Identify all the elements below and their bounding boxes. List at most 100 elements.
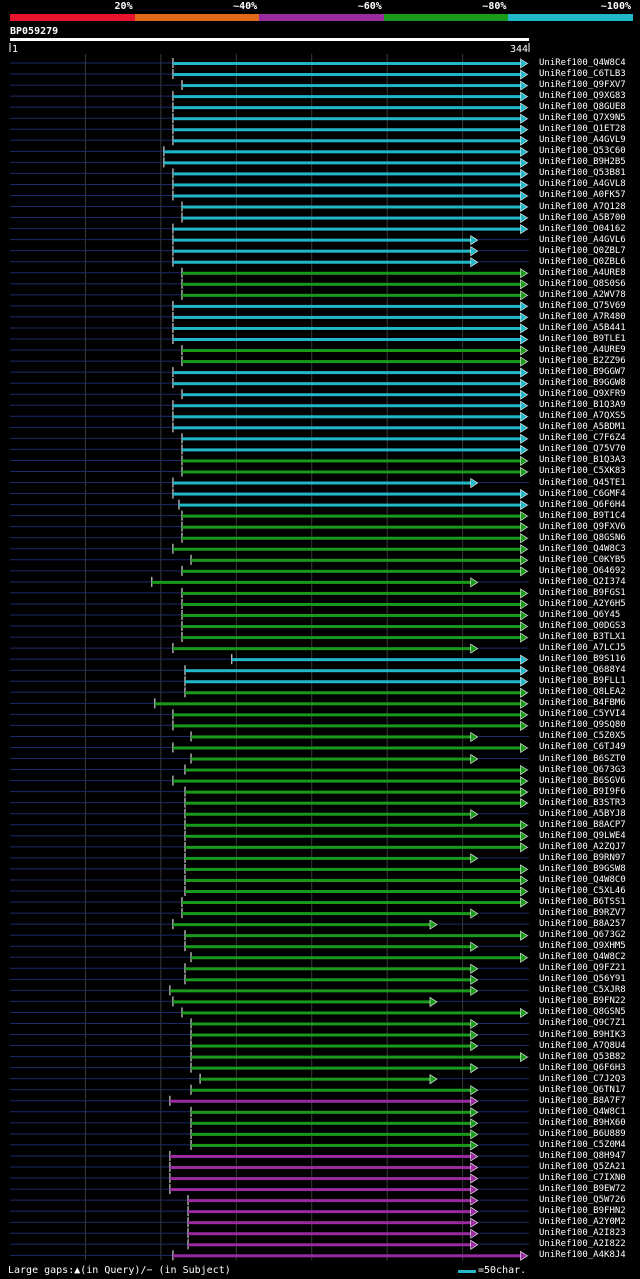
hit-label[interactable]: UniRef100_B9HX60 [539, 1117, 626, 1128]
hit-label[interactable]: UniRef100_B3STR3 [539, 797, 626, 808]
hit-label[interactable]: UniRef100_Q9SQ80 [539, 720, 626, 731]
hit-label[interactable]: UniRef100_C5XL46 [539, 886, 626, 896]
hit-label[interactable]: UniRef100_A5BYJ8 [539, 808, 626, 819]
hit-label[interactable]: UniRef100_B9GGW7 [539, 367, 626, 378]
hit-label[interactable]: UniRef100_B9RZV7 [539, 908, 626, 919]
hit-label[interactable]: UniRef100_C5YVI4 [539, 709, 626, 720]
hit-label[interactable]: UniRef100_B6TSS1 [539, 897, 626, 908]
hit-label[interactable]: UniRef100_A4URE9 [539, 345, 626, 356]
hit-label[interactable]: UniRef100_C0KYB5 [539, 554, 626, 565]
hit-label[interactable]: UniRef100_C5XK83 [539, 466, 626, 477]
hit-label[interactable]: UniRef100_B8ACP7 [539, 819, 626, 830]
hit-label[interactable]: UniRef100_C7J2Q3 [539, 1073, 626, 1084]
hit-label[interactable]: UniRef100_Q4W8C0 [539, 874, 626, 885]
hit-label[interactable]: UniRef100_B1Q3A9 [539, 400, 626, 411]
hit-label[interactable]: UniRef100_Q4W8C4 [539, 58, 626, 68]
hit-label[interactable]: UniRef100_A5BDM1 [539, 422, 626, 433]
hit-label[interactable]: UniRef100_Q673G3 [539, 764, 626, 775]
hit-label[interactable]: UniRef100_B2ZZ96 [539, 356, 626, 367]
hit-label[interactable]: UniRef100_A5B441 [539, 322, 626, 333]
hit-label[interactable]: UniRef100_A7R480 [539, 311, 626, 322]
hit-label[interactable]: UniRef100_A7LCJ5 [539, 643, 626, 654]
hit-label[interactable]: UniRef100_Q4W8C2 [539, 952, 626, 963]
hit-label[interactable]: UniRef100_Q9FXV7 [539, 80, 626, 91]
hit-label[interactable]: UniRef100_B9T1C4 [539, 510, 626, 521]
hit-label[interactable]: UniRef100_B8A7F7 [539, 1095, 626, 1106]
hit-label[interactable]: UniRef100_Q9XHM5 [539, 941, 626, 952]
hit-label[interactable]: UniRef100_B9TLE1 [539, 334, 626, 344]
hit-label[interactable]: UniRef100_B9EW72 [539, 1184, 626, 1195]
hit-label[interactable]: UniRef100_Q8GSN6 [539, 532, 626, 543]
hit-label[interactable]: UniRef100_Q75V69 [539, 300, 626, 311]
hit-label[interactable]: UniRef100_Q5ZA21 [539, 1162, 626, 1172]
hit-label[interactable]: UniRef100_Q9FZ21 [539, 963, 626, 974]
hit-label[interactable]: UniRef100_A5B700 [539, 212, 626, 223]
hit-label[interactable]: UniRef100_Q45TE1 [539, 477, 626, 488]
hit-label[interactable]: UniRef100_A4K8J4 [539, 1250, 626, 1261]
hit-label[interactable]: UniRef100_B9I9F6 [539, 786, 626, 797]
hit-label[interactable]: UniRef100_Q8GUE8 [539, 102, 626, 113]
hit-label[interactable]: UniRef100_B9FGS1 [539, 587, 626, 598]
hit-label[interactable]: UniRef100_B3TLX1 [539, 632, 626, 643]
hit-label[interactable]: UniRef100_B9FN22 [539, 996, 626, 1007]
hit-label[interactable]: UniRef100_C5Z0X5 [539, 731, 626, 742]
hit-label[interactable]: UniRef100_B6SZT0 [539, 753, 626, 764]
hit-label[interactable]: UniRef100_Q9XG83 [539, 91, 626, 102]
hit-label[interactable]: UniRef100_B1Q3A3 [539, 455, 626, 466]
hit-label[interactable]: UniRef100_A4GVL8 [539, 179, 626, 190]
hit-label[interactable]: UniRef100_Q8LEA2 [539, 687, 626, 698]
hit-label[interactable]: UniRef100_B9RN97 [539, 852, 626, 863]
hit-label[interactable]: UniRef100_Q6TN17 [539, 1084, 626, 1095]
hit-label[interactable]: UniRef100_A4URE8 [539, 267, 626, 278]
hit-label[interactable]: UniRef100_Q688Y4 [539, 665, 626, 676]
hit-label[interactable]: UniRef100_Q9XFR9 [539, 389, 626, 400]
hit-label[interactable]: UniRef100_Q9LWE4 [539, 830, 626, 841]
hit-label[interactable]: UniRef100_B8A257 [539, 919, 626, 930]
hit-label[interactable]: UniRef100_O04162 [539, 223, 626, 234]
hit-label[interactable]: UniRef100_B4FBM6 [539, 698, 626, 709]
hit-label[interactable]: UniRef100_Q0DGS3 [539, 621, 626, 632]
hit-label[interactable]: UniRef100_A2ZQJ7 [539, 841, 626, 852]
hit-label[interactable]: UniRef100_C6TLB3 [539, 69, 626, 80]
hit-label[interactable]: UniRef100_Q8GSN5 [539, 1007, 626, 1018]
hit-label[interactable]: UniRef100_C5Z0M4 [539, 1139, 626, 1150]
hit-label[interactable]: UniRef100_A2I822 [539, 1239, 626, 1250]
hit-label[interactable]: UniRef100_C6GMF4 [539, 488, 626, 499]
hit-label[interactable]: UniRef100_Q6F6H4 [539, 499, 626, 510]
hit-label[interactable]: UniRef100_B9S116 [539, 654, 626, 665]
hit-label[interactable]: UniRef100_C7IXN0 [539, 1173, 626, 1184]
hit-label[interactable]: UniRef100_Q8H947 [539, 1150, 626, 1161]
hit-label[interactable]: UniRef100_Q4W8C3 [539, 543, 626, 554]
hit-label[interactable]: UniRef100_A4GVL9 [539, 135, 626, 146]
hit-label[interactable]: UniRef100_Q673G2 [539, 930, 626, 941]
hit-label[interactable]: UniRef100_B9GSW8 [539, 863, 626, 874]
hit-label[interactable]: UniRef100_A4GVL6 [539, 234, 626, 245]
hit-label[interactable]: UniRef100_Q6F6H3 [539, 1062, 626, 1073]
hit-label[interactable]: UniRef100_Q75V70 [539, 444, 626, 455]
hit-label[interactable]: UniRef100_Q0ZBL7 [539, 245, 626, 256]
hit-label[interactable]: UniRef100_B6U889 [539, 1128, 626, 1139]
hit-label[interactable]: UniRef100_Q1ET28 [539, 124, 626, 135]
hit-label[interactable]: UniRef100_Q4W8C1 [539, 1106, 626, 1117]
hit-label[interactable]: UniRef100_C7F6Z4 [539, 433, 626, 444]
hit-label[interactable]: UniRef100_B9FHN2 [539, 1206, 626, 1217]
hit-label[interactable]: UniRef100_A7Q128 [539, 201, 626, 212]
hit-label[interactable]: UniRef100_Q9FXV6 [539, 521, 626, 532]
hit-label[interactable]: UniRef100_O64692 [539, 565, 626, 576]
hit-label[interactable]: UniRef100_Q7X9N5 [539, 113, 626, 124]
hit-label[interactable]: UniRef100_C5XJR8 [539, 985, 626, 996]
hit-label[interactable]: UniRef100_B9HIK3 [539, 1029, 626, 1040]
hit-label[interactable]: UniRef100_Q56Y91 [539, 974, 626, 985]
hit-label[interactable]: UniRef100_B9H2B5 [539, 157, 626, 168]
hit-label[interactable]: UniRef100_Q0ZBL6 [539, 256, 626, 267]
hit-label[interactable]: UniRef100_Q53B82 [539, 1051, 626, 1062]
hit-label[interactable]: UniRef100_B9GGW8 [539, 378, 626, 389]
hit-label[interactable]: UniRef100_A2I823 [539, 1228, 626, 1239]
hit-label[interactable]: UniRef100_C6TJ49 [539, 742, 626, 753]
hit-label[interactable]: UniRef100_Q53B81 [539, 168, 626, 179]
hit-label[interactable]: UniRef100_B9FLL1 [539, 676, 626, 687]
hit-label[interactable]: UniRef100_Q6Y45 [539, 610, 621, 620]
hit-label[interactable]: UniRef100_Q2I374 [539, 576, 626, 587]
hit-label[interactable]: UniRef100_A2Y0M2 [539, 1217, 626, 1228]
hit-label[interactable]: UniRef100_A7QXS5 [539, 411, 626, 422]
